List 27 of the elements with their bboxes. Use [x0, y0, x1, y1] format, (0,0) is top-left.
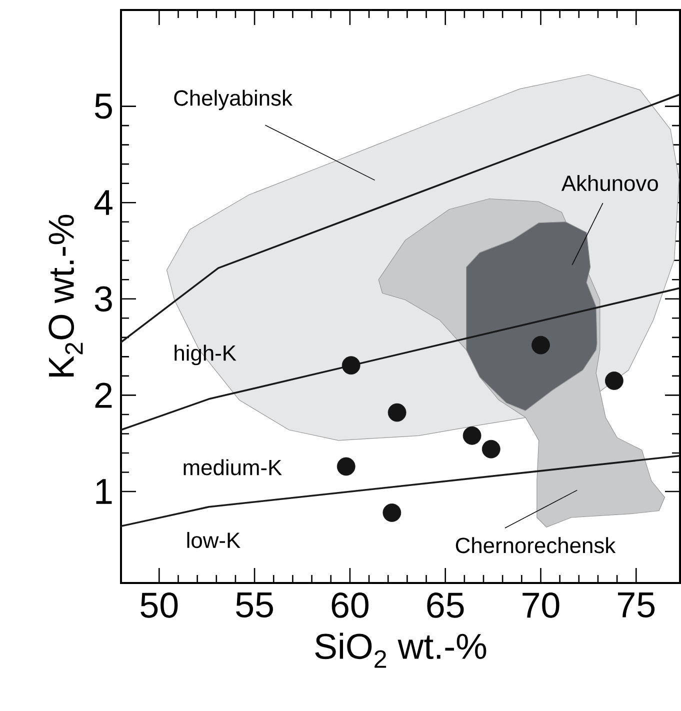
annotation: low-K	[187, 532, 240, 548]
point	[382, 504, 402, 522]
x-tick-label: 70	[522, 592, 560, 618]
point	[336, 457, 356, 476]
x-tick-label: 60	[332, 592, 368, 618]
y-tick-label: 5	[94, 94, 112, 119]
x-tick-label: 75	[618, 592, 655, 618]
point	[342, 356, 360, 375]
annotation: high-K	[174, 344, 236, 366]
x-tick-label: 65	[427, 592, 464, 618]
y-axis-title: K$_{2}$O wt.-%	[48, 214, 83, 377]
point	[604, 372, 624, 390]
point	[388, 403, 406, 422]
point	[462, 426, 482, 445]
y-tick-label: 1	[96, 479, 112, 504]
series-label: Akhunovo	[561, 174, 658, 192]
x-axis-title: SiO$_{2}$ wt.-%	[315, 632, 486, 668]
text: Chelyabinsk	[174, 90, 293, 110]
x-tick-label: 55	[236, 592, 273, 618]
point	[532, 336, 550, 354]
y-tick-label: 4	[94, 190, 112, 215]
point	[482, 440, 500, 458]
y-tick-label: 3	[94, 286, 112, 312]
x-tick-label: 50	[140, 592, 178, 618]
annotation: medium-K	[184, 459, 282, 476]
y-tick-label: 2	[95, 382, 112, 408]
series-label: Chernorechensk	[456, 537, 616, 554]
